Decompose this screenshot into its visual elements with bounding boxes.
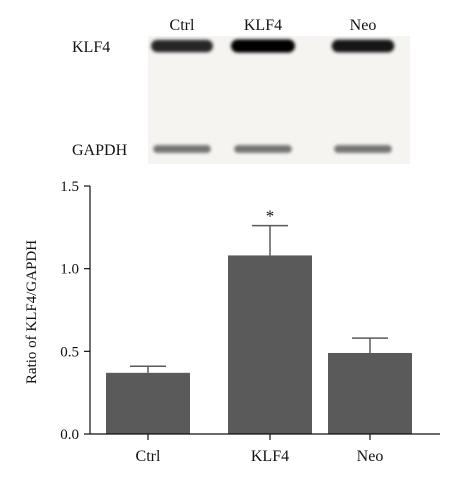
blot-lane-labels: Ctrl KLF4 Neo	[170, 17, 377, 34]
x-tick-label: Ctrl	[136, 448, 161, 465]
blot-membrane	[148, 36, 410, 164]
y-tick-label: 1.0	[60, 262, 79, 278]
y-tick-label: 0.5	[60, 344, 79, 360]
bar	[328, 352, 412, 434]
blot-band	[151, 39, 213, 53]
blot-lane-label: Neo	[350, 17, 377, 34]
blot-row-label: KLF4	[72, 39, 110, 56]
blot-bands	[151, 39, 395, 153]
x-tick-label: Neo	[357, 448, 384, 465]
y-axis-ticks: 0.0 0.5 1.0 1.5	[60, 179, 90, 443]
bar	[228, 255, 312, 434]
y-tick-label: 0.0	[60, 427, 79, 443]
x-tick-label: KLF4	[251, 448, 289, 465]
y-tick-label: 1.5	[60, 179, 79, 195]
blot-band	[331, 39, 395, 53]
bar-annotations: *	[266, 207, 275, 226]
error-bars	[130, 224, 388, 373]
blot-band	[234, 145, 292, 153]
bar-chart: Ratio of KLF4/GAPDH 0.0 0.5 1.0 1.5 * Ctrl K…	[24, 179, 440, 465]
blot-row-label: GAPDH	[72, 142, 128, 159]
blot-band	[231, 39, 295, 53]
blot-lane-label: KLF4	[244, 17, 282, 34]
western-blot: Ctrl KLF4 Neo KLF4 GAPDH	[72, 17, 410, 164]
blot-lane-label: Ctrl	[170, 17, 195, 34]
blot-row-labels: KLF4 GAPDH	[72, 39, 128, 159]
blot-band	[153, 145, 211, 153]
significance-marker: *	[266, 207, 275, 226]
x-axis-ticks: Ctrl KLF4 Neo	[136, 434, 384, 465]
y-axis-label: Ratio of KLF4/GAPDH	[24, 240, 40, 384]
bar	[106, 372, 190, 434]
blot-band	[334, 145, 392, 153]
bars	[106, 255, 412, 434]
